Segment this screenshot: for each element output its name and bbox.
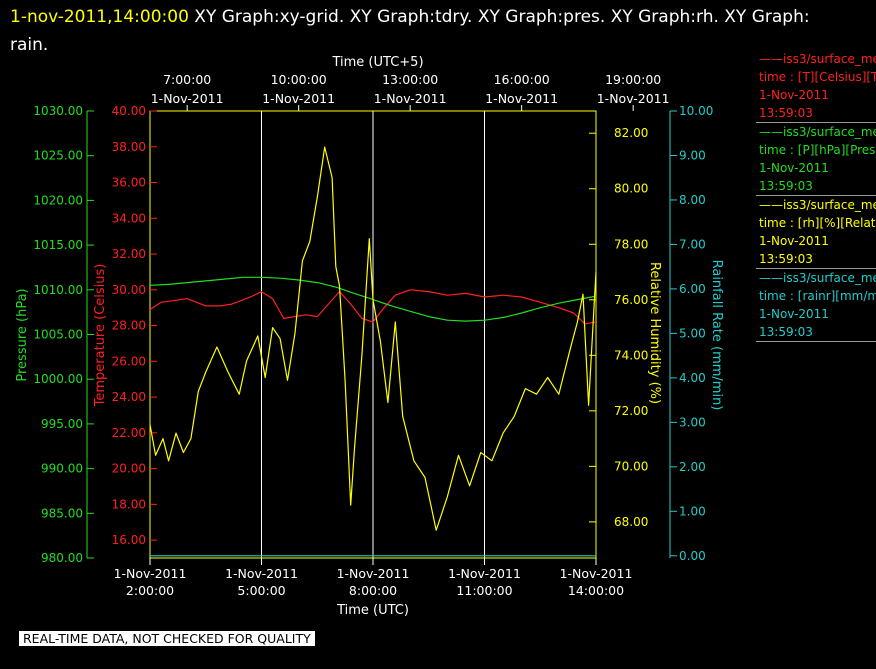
legend-time: 13:59:03	[759, 325, 813, 339]
pressure-tick-label: 1015.00	[33, 238, 83, 252]
temperature-tick-label: 36.00	[112, 176, 146, 190]
humidity-tick-label: 82.00	[614, 126, 648, 140]
x-tick-date: 1-Nov-2011	[337, 566, 410, 581]
rain-tick-label: 7.00	[679, 237, 706, 251]
temperature-tick-label: 34.00	[112, 211, 146, 225]
humidity-tick-label: 78.00	[614, 237, 648, 251]
rain-tick-label: 10.00	[679, 104, 713, 118]
top-tick-time: 7:00:00	[163, 72, 211, 87]
x-tick-date: 1-Nov-2011	[560, 566, 633, 581]
pressure-tick-label: 1025.00	[33, 149, 83, 163]
legend-time: 13:59:03	[759, 179, 813, 193]
title-graph-list: XY Graph:xy-grid. XY Graph:tdry. XY Grap…	[10, 7, 810, 55]
humidity-tick-label: 80.00	[614, 182, 648, 196]
rain-tick-label: 5.00	[679, 326, 706, 340]
rain-tick-label: 3.00	[679, 415, 706, 429]
top-tick-time: 13:00:00	[382, 72, 438, 87]
x-tick-time: 2:00:00	[126, 583, 174, 598]
temperature-tick-label: 20.00	[112, 462, 146, 476]
legend-date: 1-Nov-2011	[759, 88, 829, 102]
legend-date: 1-Nov-2011	[759, 161, 829, 175]
top-tick-date: 1-Nov-2011	[485, 91, 558, 106]
x-tick-time: 14:00:00	[568, 583, 624, 598]
top-tick-date: 1-Nov-2011	[374, 91, 447, 106]
humidity-tick-label: 76.00	[614, 293, 648, 307]
legend-entry-humidity[interactable]: ——iss3/surface_me time : [rh][%][Relati …	[756, 196, 876, 269]
pressure-tick-label: 980.00	[41, 551, 83, 565]
rain-tick-label: 0.00	[679, 549, 706, 563]
legend-series-units: time : [T][Celsius][T	[759, 70, 876, 84]
humidity-axis-label: Relative Humidity (%)	[647, 262, 662, 404]
x-tick-date: 1-Nov-2011	[448, 566, 521, 581]
rain-tick-label: 8.00	[679, 193, 706, 207]
legend-series-name: ——iss3/surface_me	[759, 125, 876, 139]
legend-series-units: time : [rh][%][Relati	[759, 216, 876, 230]
legend-series-name: ——iss3/surface_me	[759, 198, 876, 212]
x-tick-date: 1-Nov-2011	[114, 566, 187, 581]
legend-entry-rain[interactable]: ——iss3/surface_me time : [rainr][mm/mi 1…	[756, 269, 876, 342]
legend-entry-temperature[interactable]: ——iss3/surface_me time : [T][Celsius][T …	[756, 50, 876, 123]
top-tick-date: 1-Nov-2011	[262, 91, 335, 106]
series-legend: ——iss3/surface_me time : [T][Celsius][T …	[756, 50, 876, 342]
x-tick-time: 5:00:00	[237, 583, 285, 598]
temperature-tick-label: 30.00	[112, 283, 146, 297]
legend-series-name: ——iss3/surface_me	[759, 52, 876, 66]
pressure-tick-label: 985.00	[41, 506, 83, 520]
rain-tick-label: 4.00	[679, 371, 706, 385]
top-tick-date: 1-Nov-2011	[597, 91, 670, 106]
temperature-tick-label: 38.00	[112, 140, 146, 154]
rain-tick-label: 2.00	[679, 460, 706, 474]
x-tick-time: 11:00:00	[456, 583, 512, 598]
x-tick-date: 1-Nov-2011	[225, 566, 298, 581]
humidity-tick-label: 70.00	[614, 459, 648, 473]
temperature-tick-label: 24.00	[112, 390, 146, 404]
rain-tick-label: 1.00	[679, 504, 706, 518]
x-tick-time: 8:00:00	[349, 583, 397, 598]
temperature-tick-label: 18.00	[112, 497, 146, 511]
rain-tick-label: 6.00	[679, 282, 706, 296]
top-tick-time: 16:00:00	[494, 72, 550, 87]
series-line-humidity	[149, 146, 597, 531]
legend-time: 13:59:03	[759, 252, 813, 266]
temperature-tick-label: 16.00	[112, 533, 146, 547]
quality-notice: REAL-TIME DATA, NOT CHECKED FOR QUALITY	[19, 631, 315, 646]
top-tick-time: 19:00:00	[605, 72, 661, 87]
temperature-tick-label: 22.00	[112, 426, 146, 440]
humidity-tick-label: 74.00	[614, 348, 648, 362]
temperature-tick-label: 26.00	[112, 354, 146, 368]
temperature-tick-label: 32.00	[112, 247, 146, 261]
x-axis-label: Time (UTC)	[336, 603, 409, 618]
pressure-tick-label: 1010.00	[33, 283, 83, 297]
title-timestamp: 1-nov-2011,14:00:00	[10, 7, 189, 27]
humidity-tick-label: 68.00	[614, 515, 648, 529]
legend-entry-pressure[interactable]: ——iss3/surface_me time : [P][hPa][Pres 1…	[756, 123, 876, 196]
top-tick-time: 10:00:00	[271, 72, 327, 87]
rain-tick-label: 9.00	[679, 148, 706, 162]
humidity-tick-label: 72.00	[614, 404, 648, 418]
graph-title: 1-nov-2011,14:00:00 XY Graph:xy-grid. XY…	[10, 3, 850, 59]
legend-series-units: time : [rainr][mm/mi	[759, 289, 876, 303]
temperature-axis-label: Temperature (Celsius)	[93, 264, 108, 408]
top-axis-label: Time (UTC+5)	[331, 55, 423, 70]
legend-series-name: ——iss3/surface_me	[759, 271, 876, 285]
rain-axis-label: Rainfall Rate (mm/min)	[709, 260, 724, 411]
pressure-tick-label: 1000.00	[33, 372, 83, 386]
temperature-tick-label: 40.00	[112, 104, 146, 118]
pressure-tick-label: 995.00	[41, 417, 83, 431]
pressure-tick-label: 1030.00	[33, 104, 83, 118]
pressure-axis-label: Pressure (hPa)	[15, 288, 30, 381]
pressure-tick-label: 990.00	[41, 462, 83, 476]
legend-series-units: time : [P][hPa][Pres	[759, 143, 876, 157]
pressure-tick-label: 1020.00	[33, 193, 83, 207]
pressure-tick-label: 1005.00	[33, 328, 83, 342]
legend-time: 13:59:03	[759, 106, 813, 120]
top-tick-date: 1-Nov-2011	[151, 91, 224, 106]
legend-date: 1-Nov-2011	[759, 307, 829, 321]
legend-date: 1-Nov-2011	[759, 234, 829, 248]
series-line-temperature	[149, 289, 597, 325]
temperature-tick-label: 28.00	[112, 319, 146, 333]
